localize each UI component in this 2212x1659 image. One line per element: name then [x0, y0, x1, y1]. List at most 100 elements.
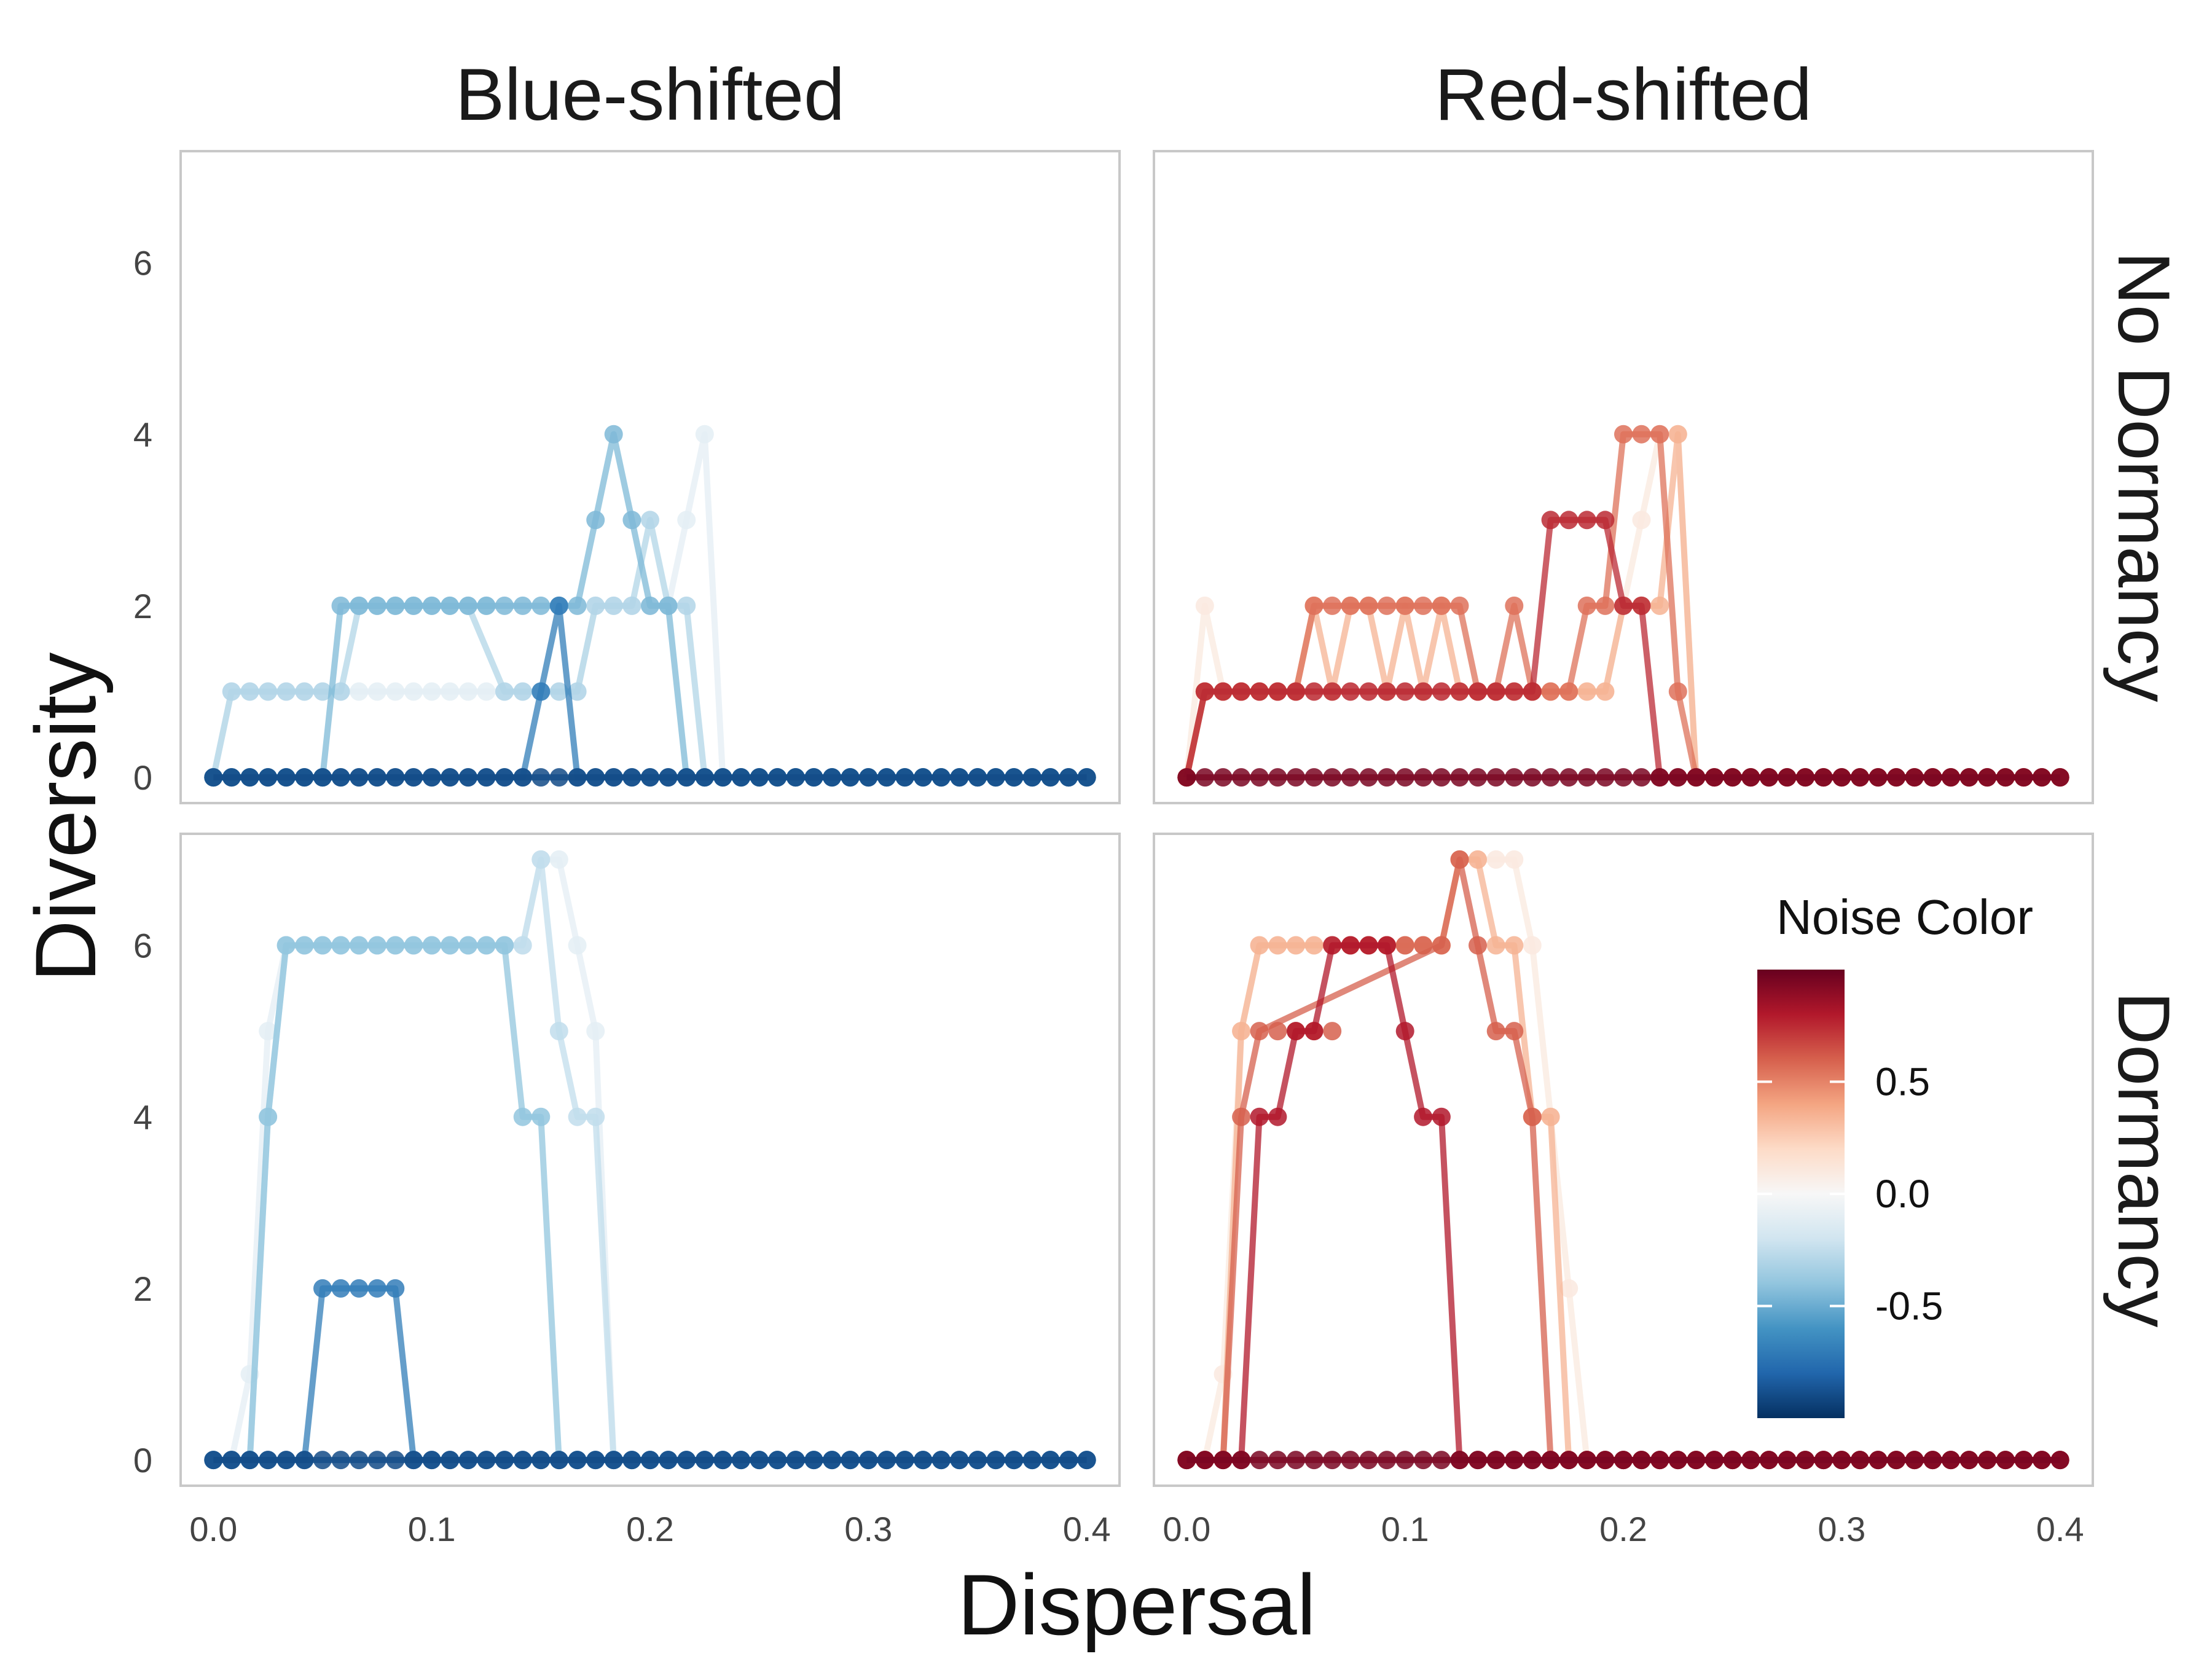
series-point: [1650, 1451, 1669, 1470]
series-point: [1632, 596, 1651, 615]
series-point: [914, 768, 933, 787]
series-point: [950, 1451, 969, 1470]
series-point: [641, 596, 659, 615]
series-point: [350, 936, 369, 955]
series-point: [1559, 682, 1579, 701]
series-point: [1959, 1451, 1979, 1470]
series-point: [1378, 1451, 1396, 1470]
series-point: [1541, 1451, 1560, 1470]
series-point: [549, 1451, 568, 1470]
series-point: [1432, 596, 1451, 615]
series-point: [968, 768, 987, 787]
series-point: [1268, 682, 1287, 701]
y-tick-label: 0: [133, 1441, 152, 1480]
y-tick-label: 2: [133, 1269, 152, 1308]
x-tick-label: 0.4: [2036, 1510, 2084, 1548]
series-point: [1523, 768, 1542, 787]
series-point: [441, 768, 460, 787]
series-point: [1851, 1451, 1869, 1470]
series-point: [404, 1451, 423, 1470]
series-point: [568, 1107, 587, 1126]
series-point: [1505, 596, 1524, 615]
series-point: [713, 768, 732, 787]
series-point: [1341, 596, 1360, 615]
series-point: [1996, 1451, 2015, 1470]
series-point: [1250, 768, 1269, 787]
series-point: [477, 1451, 496, 1470]
series-point: [1577, 511, 1596, 530]
series-point: [1614, 425, 1633, 444]
series-point: [2050, 768, 2069, 787]
series-point: [1541, 682, 1560, 701]
x-tick-label: 0.2: [1599, 1510, 1647, 1548]
series-point: [1596, 682, 1615, 701]
series-point: [1796, 1451, 1815, 1470]
series-point: [350, 1451, 369, 1470]
series-point: [1632, 1451, 1651, 1470]
series-point: [313, 682, 332, 701]
series-point: [331, 768, 350, 787]
series-point: [768, 768, 787, 787]
series-point: [1632, 511, 1651, 530]
series-point: [1577, 682, 1596, 701]
series-point: [422, 1451, 441, 1470]
series-point: [441, 596, 460, 615]
series-point: [1232, 682, 1251, 701]
series-point: [404, 682, 423, 701]
series-point: [986, 1451, 1005, 1470]
series-point: [659, 1451, 678, 1470]
y-tick-label: 6: [133, 926, 152, 965]
series-point: [2014, 768, 2033, 787]
series-point: [1195, 596, 1214, 615]
series-point: [295, 1451, 314, 1470]
series-point: [1486, 1451, 1505, 1470]
series-point: [2033, 768, 2052, 787]
series-point: [1432, 768, 1451, 787]
series-point: [1414, 1107, 1433, 1126]
series-point: [1395, 936, 1414, 955]
series-point: [1577, 768, 1596, 787]
series-point: [549, 768, 568, 787]
series-point: [677, 596, 696, 615]
series-point: [1741, 768, 1760, 787]
series-point: [531, 596, 551, 615]
series-point: [1287, 936, 1305, 955]
panel-series-group: [204, 425, 1096, 787]
panel-series-group: [1177, 850, 2069, 1470]
series-point: [458, 936, 477, 955]
series-point: [1577, 596, 1596, 615]
series-point: [422, 682, 441, 701]
series-point: [386, 768, 405, 787]
series-point: [458, 768, 477, 787]
series-point: [1268, 1022, 1287, 1041]
column-label-blue-shifted: Blue-shifted: [455, 53, 845, 136]
series-point: [495, 936, 514, 955]
x-tick-label: 0.2: [626, 1510, 674, 1548]
series-point: [477, 682, 496, 701]
series-point: [1705, 1451, 1724, 1470]
series-point: [404, 596, 423, 615]
series-point: [1614, 1451, 1633, 1470]
series-point: [1268, 1451, 1287, 1470]
series-point: [914, 1451, 933, 1470]
series-point: [276, 936, 296, 955]
series-point: [1469, 768, 1488, 787]
series-point: [1814, 768, 1833, 787]
series-point: [1486, 850, 1505, 869]
series-point: [823, 768, 842, 787]
x-tick-label: 0.0: [1163, 1510, 1210, 1548]
series-point: [1195, 1451, 1214, 1470]
series-point: [1341, 768, 1360, 787]
series-point: [367, 1451, 386, 1470]
series-point: [386, 936, 405, 955]
series-point: [1395, 682, 1414, 701]
series-point: [1323, 682, 1342, 701]
series-point: [404, 936, 423, 955]
row-label-dormancy: Dormancy: [2103, 992, 2185, 1328]
series-point: [331, 936, 350, 955]
series-point: [1559, 1451, 1579, 1470]
series-point: [1395, 596, 1414, 615]
series-point: [386, 682, 405, 701]
series-point: [276, 768, 296, 787]
series-point: [586, 596, 605, 615]
